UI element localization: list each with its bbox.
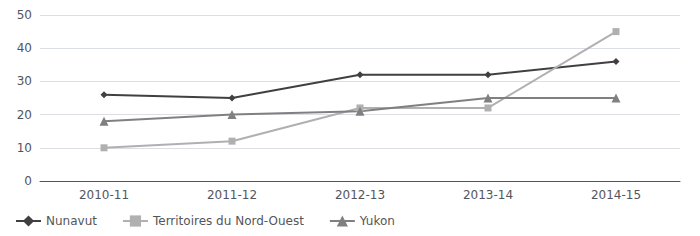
- svg-text:0: 0: [24, 174, 32, 188]
- svg-text:2010-11: 2010-11: [79, 188, 129, 202]
- svg-text:2013-14: 2013-14: [463, 188, 513, 202]
- svg-text:Nunavut: Nunavut: [46, 214, 97, 228]
- svg-text:20: 20: [17, 108, 32, 122]
- svg-text:40: 40: [17, 41, 32, 55]
- svg-text:30: 30: [17, 74, 32, 88]
- svg-text:50: 50: [17, 8, 32, 22]
- svg-text:10: 10: [17, 141, 32, 155]
- svg-text:2014-15: 2014-15: [591, 188, 641, 202]
- svg-text:Yukon: Yukon: [359, 214, 395, 228]
- svg-text:2011-12: 2011-12: [207, 188, 257, 202]
- svg-text:2012-13: 2012-13: [335, 188, 385, 202]
- svg-text:Territoires du Nord-Ouest: Territoires du Nord-Ouest: [152, 214, 304, 228]
